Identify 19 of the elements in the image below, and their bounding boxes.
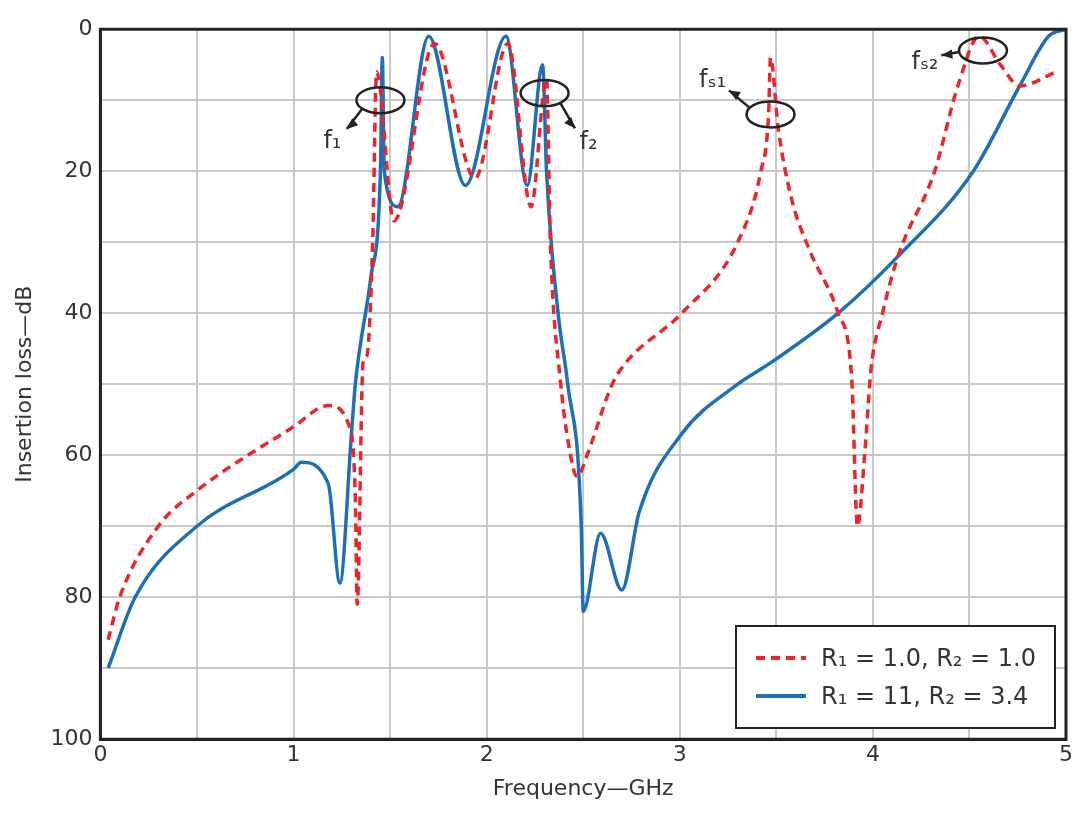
x-tick-label: 2: [479, 741, 494, 767]
x-tick-label: 5: [1059, 741, 1073, 767]
x-tick-label: 1: [286, 741, 301, 767]
annotation: f₂: [579, 127, 598, 156]
x-tick-label: 3: [672, 741, 687, 767]
y-tick-label: 0: [78, 14, 93, 40]
annotation: fₛ₂: [911, 46, 939, 75]
annotation: f₁: [323, 126, 342, 155]
annotation: fₛ₁: [699, 64, 727, 93]
y-axis-title: Insertion loss—dB: [10, 285, 36, 483]
x-axis-title: Frequency—GHz: [492, 774, 674, 800]
y-tick-label: 100: [50, 724, 93, 750]
legend-label: R₁ = 1.0, R₂ = 1.0: [821, 643, 1036, 675]
legend-label: R₁ = 11, R₂ = 3.4: [821, 681, 1029, 713]
x-tick-label: 4: [865, 741, 880, 767]
y-tick-label: 20: [64, 156, 93, 182]
y-tick-label: 80: [64, 582, 93, 608]
y-tick-label: 60: [64, 440, 93, 466]
y-tick-label: 40: [64, 298, 93, 324]
